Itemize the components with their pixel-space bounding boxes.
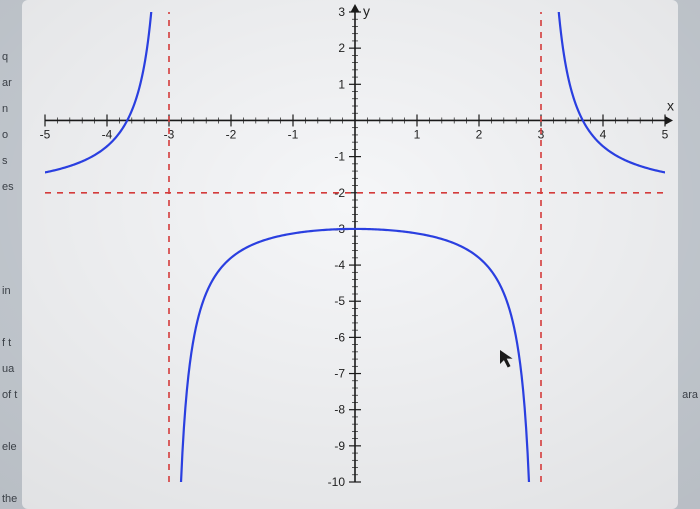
y-tick-label: 2 (338, 41, 345, 55)
x-tick-label: -5 (40, 127, 51, 141)
x-axis-label: x (667, 97, 674, 113)
cropped-side-text: s (2, 155, 8, 167)
cropped-side-text: ele (2, 441, 17, 453)
x-tick-label: -1 (288, 127, 299, 141)
cropped-side-text: ar (2, 77, 12, 89)
y-tick-label: -8 (334, 403, 345, 417)
cropped-side-text: q (2, 51, 8, 63)
cropped-side-text: n (2, 103, 8, 115)
x-tick-label: 1 (414, 127, 421, 141)
y-tick-label: -7 (334, 367, 345, 381)
cropped-side-text: the (2, 493, 17, 505)
y-tick-label: -6 (334, 330, 345, 344)
cropped-side-text: in (2, 285, 11, 297)
x-tick-label: 2 (476, 127, 483, 141)
y-axis-label: y (363, 3, 370, 19)
y-tick-label: -1 (334, 150, 345, 164)
y-tick-label: -4 (334, 258, 345, 272)
y-tick-label: 3 (338, 5, 345, 19)
y-tick-label: 1 (338, 77, 345, 91)
x-tick-label: 5 (662, 127, 669, 141)
graph-canvas: -5-4-3-2-112345-10-9-8-7-6-5-4-3-2-1123x… (0, 0, 700, 509)
screenshot-root: -5-4-3-2-112345-10-9-8-7-6-5-4-3-2-1123x… (0, 0, 700, 509)
y-tick-label: -9 (334, 439, 345, 453)
cropped-side-text: ara (682, 389, 699, 401)
cropped-side-text: es (2, 181, 14, 193)
cropped-side-text: ua (2, 363, 15, 375)
cropped-side-text: of t (2, 389, 17, 401)
x-tick-label: -2 (226, 127, 237, 141)
y-tick-label: -10 (328, 475, 346, 489)
y-tick-label: -5 (334, 294, 345, 308)
x-tick-label: 4 (600, 127, 607, 141)
cropped-side-text: o (2, 129, 8, 141)
x-tick-label: -4 (102, 127, 113, 141)
cropped-side-text: f t (2, 337, 11, 349)
